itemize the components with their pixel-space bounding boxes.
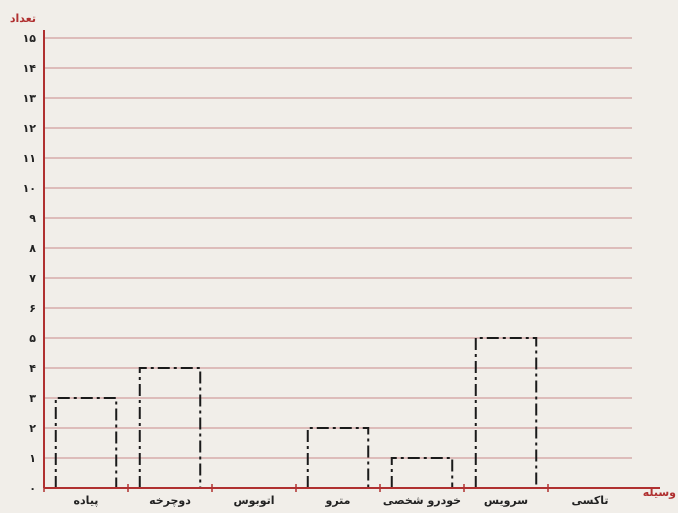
y-tick-label: ۱۰ (23, 182, 36, 195)
y-tick-label: ۹ (29, 212, 36, 225)
bars-group (54, 337, 538, 488)
bar (54, 397, 118, 488)
bar (474, 337, 538, 488)
y-axis-title: تعداد (10, 12, 36, 25)
x-category-label: اتوبوس (233, 494, 274, 507)
x-category-label: پیاده (74, 494, 99, 507)
y-tick-label: ۸ (29, 242, 36, 255)
bar (390, 457, 454, 488)
x-category-label: خودرو شخصی (383, 494, 461, 507)
x-category-label: مترو (325, 494, 351, 507)
y-tick-label: ۱ (29, 452, 36, 465)
bar (138, 367, 202, 488)
x-category-labels: تاکسی سرویس خودرو شخصی مترو اتوبوس دوچرخه پیاد… (43, 484, 609, 507)
y-tick-label: ۱۴ (23, 62, 37, 75)
y-tick-label: ۱۳ (23, 92, 37, 105)
y-tick-label: ۱۲ (23, 122, 37, 135)
y-tick-label: ۲ (29, 422, 36, 435)
x-axis-title: وسیله (643, 486, 676, 499)
y-tick-label: ۱۵ (23, 32, 37, 45)
y-tick-label: ۴ (29, 362, 36, 375)
y-tick-label: ۳ (29, 392, 36, 405)
y-tick-label: ۶ (29, 302, 36, 315)
x-category-label: سرویس (484, 494, 528, 507)
grid-lines (44, 37, 632, 459)
bar (306, 427, 370, 488)
y-tick-label: ۰ (29, 482, 36, 495)
y-tick-label: ۱۱ (23, 152, 36, 165)
x-category-label: دوچرخه (149, 494, 191, 507)
y-tick-label: ۷ (29, 272, 36, 285)
axes (43, 30, 660, 489)
x-category-label: تاکسی (572, 494, 609, 507)
y-tick-label: ۵ (29, 332, 36, 345)
